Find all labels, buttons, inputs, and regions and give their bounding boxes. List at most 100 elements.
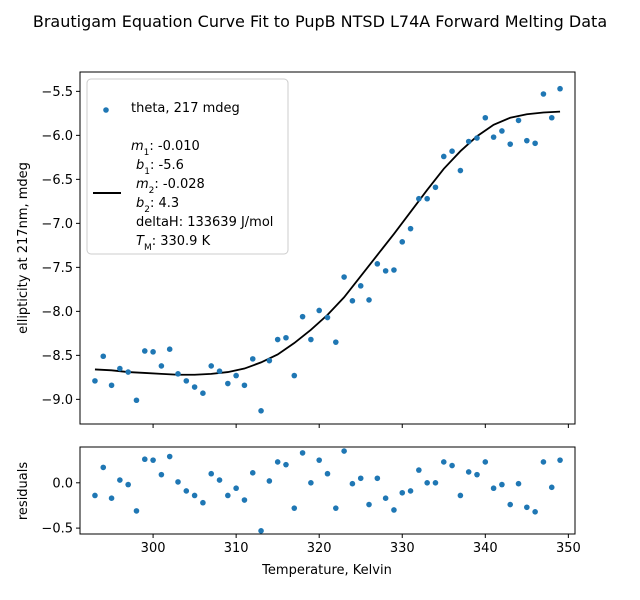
top-y-tick-label: −8.0	[41, 305, 73, 320]
residual-point	[507, 501, 514, 508]
x-tick-label: 310	[224, 541, 249, 556]
legend-box	[86, 78, 289, 255]
residual-point	[175, 479, 181, 485]
residual-point	[407, 488, 414, 494]
data-point	[175, 371, 181, 377]
x-tick-label: 330	[390, 541, 415, 556]
data-point	[432, 184, 439, 191]
residual-point	[490, 485, 497, 492]
residual-point	[117, 477, 123, 483]
residual-point	[225, 492, 231, 499]
residual-point	[92, 492, 98, 499]
data-point	[449, 148, 455, 154]
data-point	[424, 195, 430, 202]
residual-point	[249, 470, 256, 476]
data-point	[191, 384, 198, 390]
residual-point	[333, 505, 339, 511]
residual-point	[399, 489, 406, 496]
bottom-y-tick-label: −0.5	[41, 522, 73, 537]
bottom-panel: −0.5 0.0 300 310 320 330 340 350 residuals Tem…	[16, 424, 581, 578]
x-tick-label: 300	[141, 541, 166, 556]
data-point	[291, 372, 298, 379]
data-point	[490, 134, 497, 140]
top-y-tick-label: −5.5	[41, 85, 73, 100]
bottom-y-ticks: −0.5 0.0	[41, 476, 80, 537]
residual-point	[158, 471, 165, 478]
data-point	[125, 369, 131, 375]
legend-fit-parameter: m1: -0.010	[131, 139, 200, 158]
residual-point	[100, 464, 107, 471]
data-point	[283, 334, 289, 341]
data-points	[92, 85, 563, 414]
data-point	[158, 363, 165, 369]
residual-point	[266, 478, 273, 484]
x-axis-label: Temperature, Kelvin	[261, 563, 392, 578]
bottom-x-ticks: 300 310 320 330 340 350	[141, 534, 581, 556]
data-point	[166, 346, 173, 353]
top-y-tick-label: −7.5	[41, 261, 73, 276]
residual-point	[440, 459, 447, 465]
residual-point	[465, 469, 472, 475]
residual-point	[416, 467, 422, 473]
top-y-tick-label: −8.5	[41, 349, 73, 364]
legend-fit-parameter: b2: 4.3	[136, 196, 179, 215]
data-point	[374, 261, 381, 267]
data-point	[141, 348, 148, 354]
residual-point	[540, 459, 547, 465]
data-point	[133, 397, 140, 404]
residual-point	[191, 492, 198, 499]
residual-point	[166, 453, 173, 460]
residual-point	[374, 475, 381, 482]
residual-point	[283, 461, 289, 468]
top-y-ticks: −9.0 −8.5 −8.0 −7.5 −7.0 −6.5 −6.0 −5.5	[41, 85, 80, 408]
top-y-tick-label: −9.0	[41, 393, 73, 408]
data-point	[266, 357, 273, 364]
data-point	[540, 91, 547, 97]
top-axes-frame	[79, 71, 576, 425]
data-point	[150, 349, 156, 355]
residual-point	[141, 456, 148, 463]
data-point	[416, 195, 422, 202]
top-y-tick-label: −7.0	[41, 217, 73, 232]
residual-point	[308, 479, 314, 486]
data-point	[183, 378, 190, 384]
data-point	[465, 138, 472, 145]
legend-label-theta: theta, 217 mdeg	[131, 101, 240, 116]
data-point	[208, 363, 215, 369]
residual-point	[316, 457, 322, 463]
residual-point	[349, 480, 356, 487]
residual-point	[391, 507, 397, 513]
residual-point	[557, 457, 563, 463]
residual-point	[524, 504, 530, 511]
top-y-tick-label: −6.0	[41, 129, 73, 144]
residual-point	[299, 450, 306, 456]
residual-point	[324, 470, 331, 477]
data-point	[524, 137, 530, 144]
data-point	[274, 336, 281, 343]
residual-point	[150, 457, 156, 463]
data-point	[299, 313, 306, 320]
data-point	[515, 117, 522, 124]
residual-point	[258, 528, 264, 534]
data-point	[482, 114, 489, 121]
residual-point	[133, 508, 140, 514]
data-point	[249, 356, 256, 362]
residual-point	[499, 481, 505, 488]
data-point	[440, 153, 447, 160]
legend-fit-parameter: deltaH: 133639 J/mol	[136, 215, 273, 230]
data-point	[366, 297, 372, 303]
residual-point	[449, 462, 455, 469]
top-y-axis-label: ellipticity at 217nm, mdeg	[16, 162, 31, 334]
residual-point	[482, 459, 489, 465]
data-point	[499, 128, 505, 134]
data-point	[308, 336, 314, 343]
bottom-y-tick-label: 0.0	[52, 476, 73, 491]
data-point	[216, 368, 223, 375]
residual-point	[125, 481, 131, 488]
data-point	[382, 268, 389, 274]
residual-point	[341, 448, 347, 454]
x-tick-label: 350	[556, 541, 581, 556]
